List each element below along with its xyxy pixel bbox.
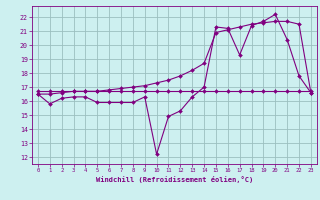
X-axis label: Windchill (Refroidissement éolien,°C): Windchill (Refroidissement éolien,°C) xyxy=(96,176,253,183)
